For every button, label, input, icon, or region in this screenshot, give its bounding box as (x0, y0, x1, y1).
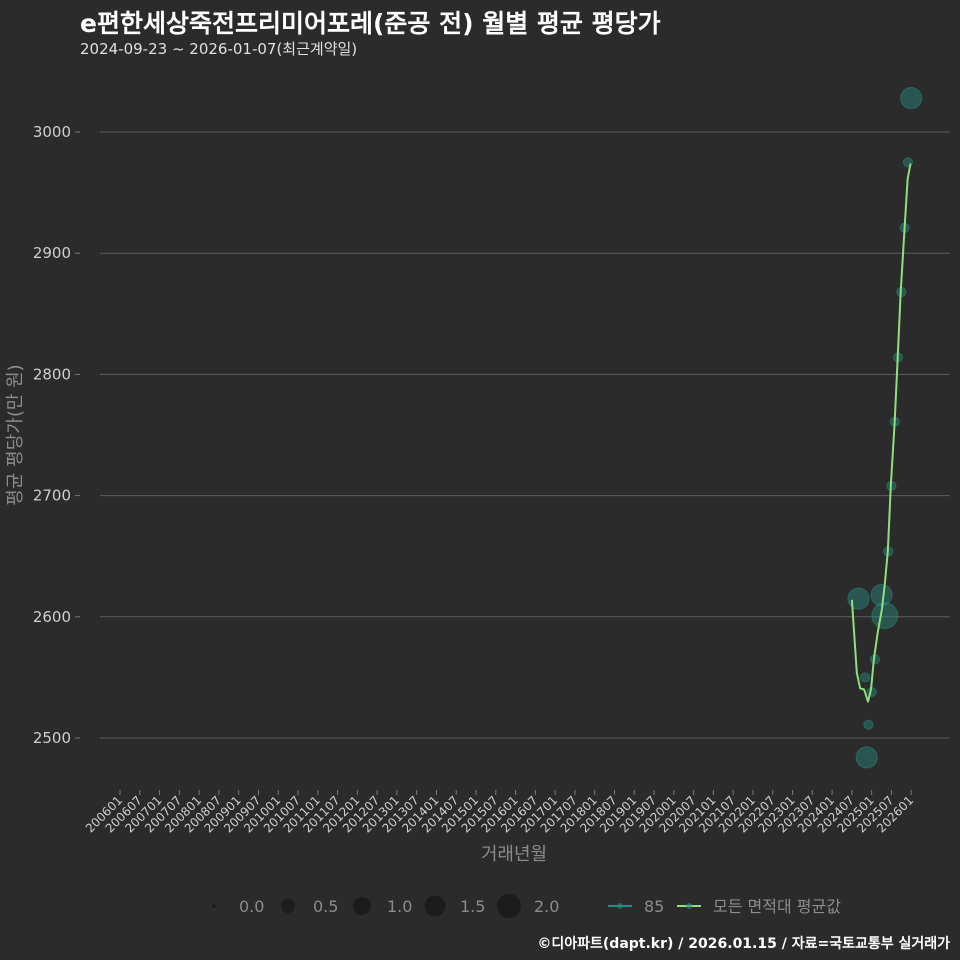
legend-size-label: 0.5 (313, 897, 338, 916)
legend-avg-label: 모든 면적대 평균값 (713, 897, 841, 916)
data-point (870, 583, 893, 607)
legend-size-swatch (497, 894, 521, 918)
legend-size-label: 0.0 (239, 897, 264, 916)
x-axis-title: 거래년월 (481, 844, 547, 865)
x-axis-ticks: 2006012006072007012007072008012008072009… (83, 790, 916, 836)
y-tick-label: 2600 (33, 608, 71, 626)
legend-size-swatch (424, 895, 446, 917)
chart-title: e편한세상죽전프리미어포레(준공 전) 월별 평균 평당가 (80, 9, 661, 38)
y-gridlines (100, 131, 950, 739)
legend-85-swatch (617, 903, 623, 909)
y-tick-label: 2800 (33, 365, 71, 383)
y-axis-ticks: 2500 2600 2700 2800 2900 3000 (33, 123, 80, 747)
legend-size-swatch (281, 899, 295, 913)
y-tick-label: 2500 (33, 729, 71, 747)
legend-size-label: 1.0 (387, 897, 412, 916)
legend: 0.0 0.5 1.0 1.5 2.0 85 모든 면적대 평균값 (212, 894, 841, 918)
legend-size-label: 1.5 (460, 897, 485, 916)
legend-avg-swatch (686, 903, 692, 909)
series-85-bubbles (847, 86, 923, 769)
data-point (863, 719, 874, 730)
legend-size-label: 2.0 (534, 897, 559, 916)
legend-85-label: 85 (644, 897, 664, 916)
chart-subtitle: 2024-09-23 ~ 2026-01-07(최근계약일) (80, 40, 358, 58)
y-axis-title: 평균 평당가(만 원) (5, 364, 26, 505)
data-point (900, 86, 923, 110)
legend-size-swatch (353, 897, 371, 915)
data-point (855, 746, 878, 769)
data-point (847, 587, 870, 610)
average-line (850, 163, 912, 703)
data-point (859, 672, 871, 683)
y-tick-label: 2900 (33, 244, 71, 262)
legend-size-swatch (212, 904, 216, 908)
y-tick-label: 2700 (33, 487, 71, 505)
y-tick-label: 3000 (33, 123, 71, 141)
average-line-path (850, 163, 912, 703)
data-point (871, 602, 899, 630)
source-credit: ©디아파트(dapt.kr) / 2026.01.15 / 자료=국토교통부 실… (537, 936, 950, 952)
